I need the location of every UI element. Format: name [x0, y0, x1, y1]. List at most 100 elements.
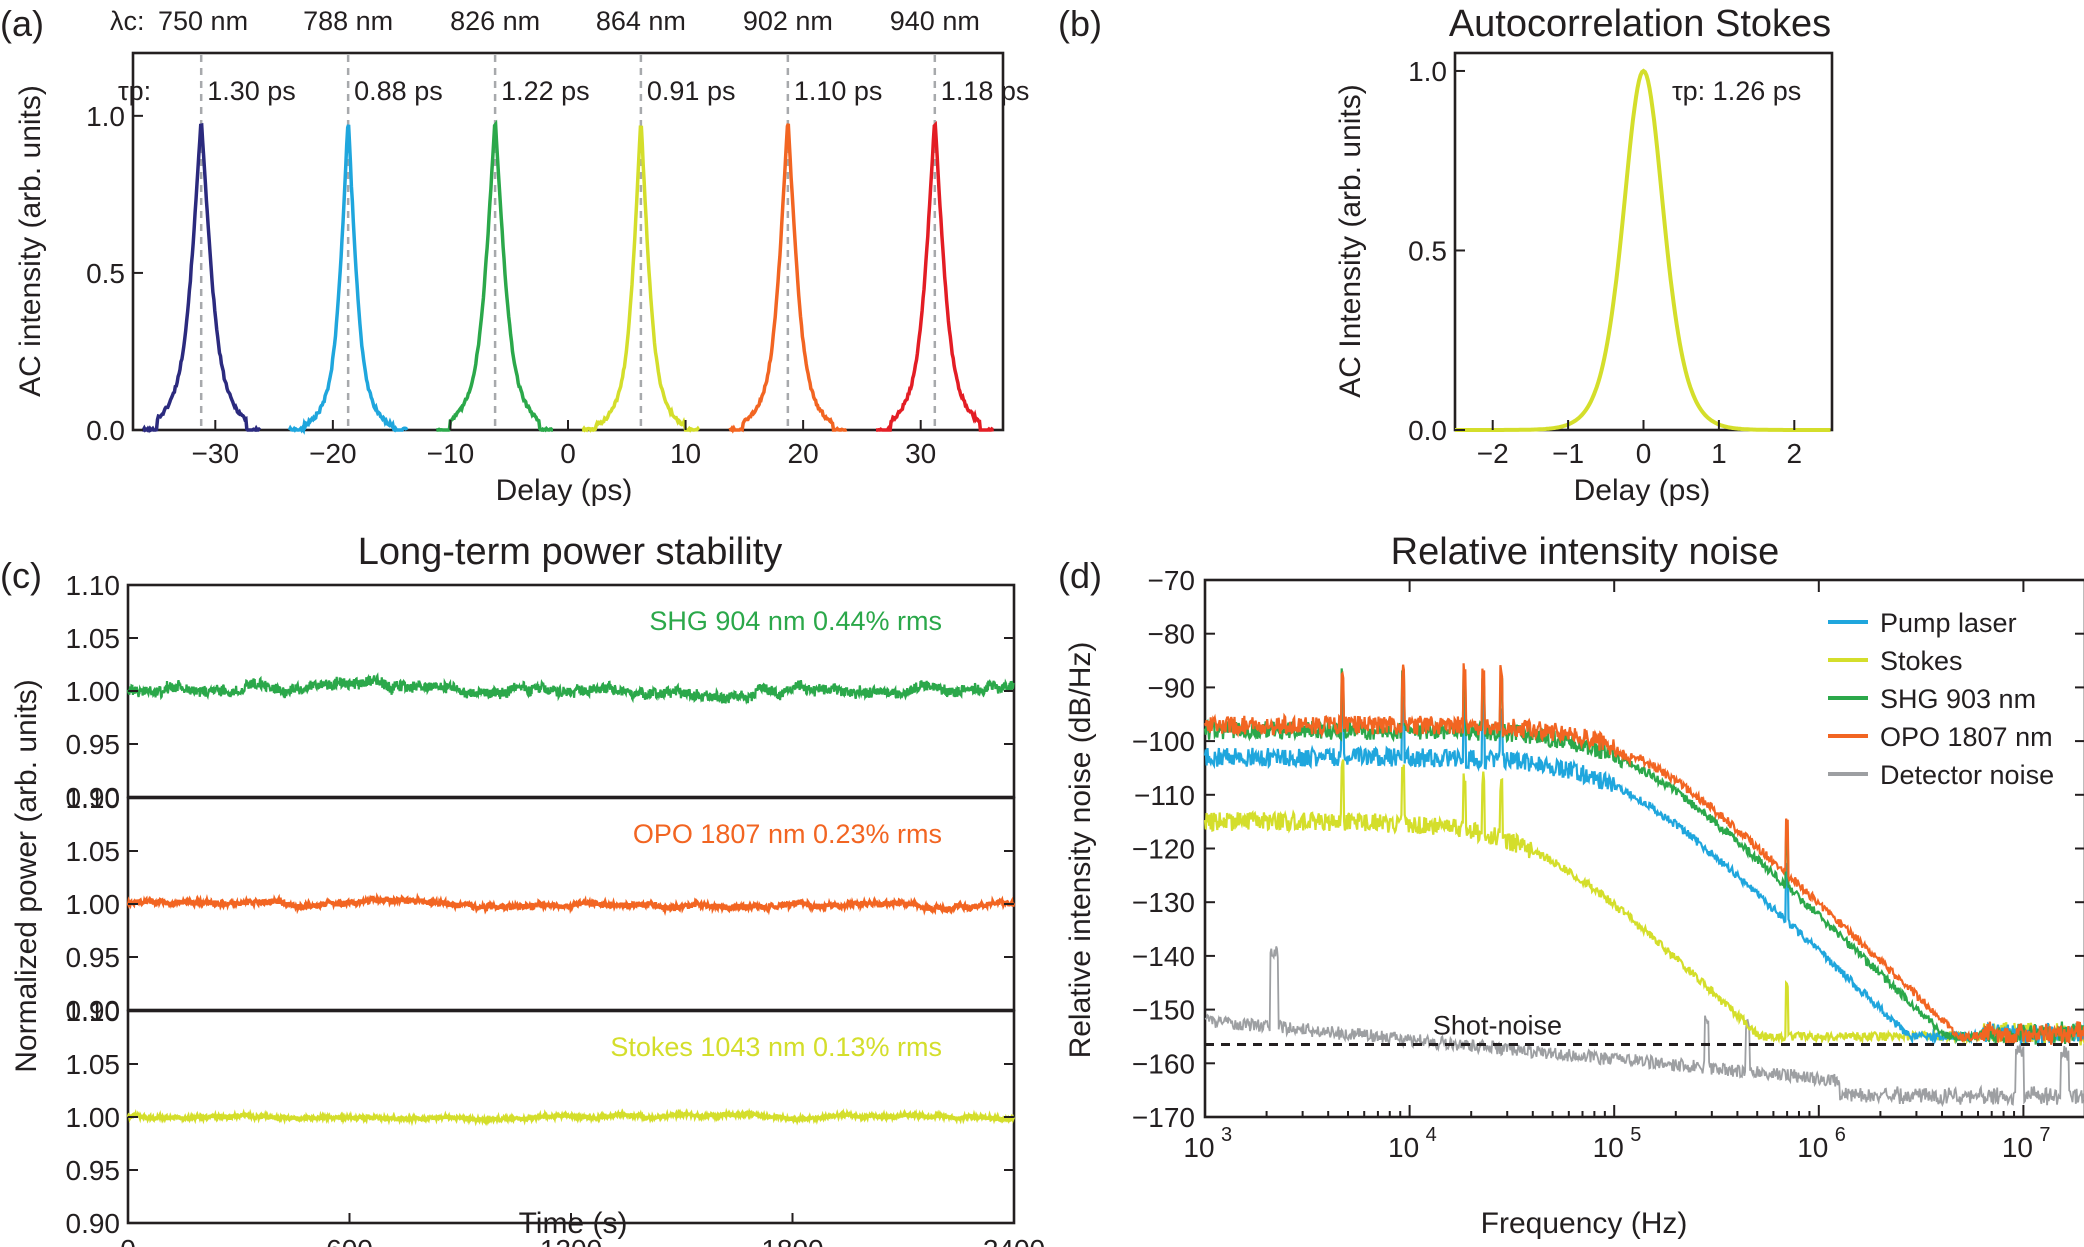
- ac-trace-826-nm: [436, 119, 554, 433]
- ac-trace-750-nm: [141, 122, 262, 434]
- wavelength-label: 864 nm: [596, 6, 686, 36]
- x-tick-label: −20: [309, 438, 357, 469]
- y-tick-label: −110: [1134, 780, 1195, 811]
- wavelength-label: 826 nm: [450, 6, 540, 36]
- panel-d-curves: [1203, 663, 2084, 1108]
- power-trace: [126, 892, 1016, 916]
- rin-trace-detector-noise: [1204, 946, 2084, 1108]
- panel-d: (d) Relative intensity noise Shot-noise …: [1058, 531, 2084, 1240]
- y-tick-label: 0.95: [66, 1155, 121, 1186]
- x-tick-label: −10: [427, 438, 475, 469]
- y-tick-label: 0.90: [66, 782, 121, 813]
- panel-d-title: Relative intensity noise: [1391, 531, 1780, 573]
- stability-label: SHG 904 nm 0.44% rms: [649, 606, 942, 636]
- rin-trace-pump-laser: [1203, 696, 2084, 1048]
- x-tick-label: 10: [2002, 1132, 2033, 1163]
- panel-b-xlabel: Delay (ps): [1574, 474, 1711, 507]
- x-tick-label: 1800: [761, 1234, 823, 1247]
- x-tick-label: 600: [326, 1234, 373, 1247]
- x-tick-label: 0: [1636, 438, 1652, 469]
- panel-a-letter: (a): [0, 3, 44, 44]
- panel-a-curves: [141, 119, 994, 435]
- pulse-duration-label: 1.10 ps: [794, 76, 883, 106]
- panel-b-frame: [1453, 51, 1834, 432]
- wavelength-label: 940 nm: [890, 6, 980, 36]
- y-tick-label: −80: [1148, 619, 1196, 650]
- pulse-duration-label: 1.22 ps: [501, 76, 590, 106]
- x-tick-label: −30: [192, 438, 240, 469]
- y-tick-label: 1.0: [1408, 56, 1447, 87]
- y-tick-label: 1.05: [66, 1049, 121, 1080]
- x-tick-label: 1200: [540, 1234, 602, 1247]
- y-tick-label: 0.90: [66, 995, 121, 1026]
- panel-a-ylabel: AC intensity (arb. units): [14, 85, 47, 397]
- legend-label: OPO 1807 nm: [1880, 722, 2053, 752]
- stability-subplot: Stokes 1043 nm 0.13% rms 0.90 0.95 1.00 1.05…: [66, 996, 1016, 1239]
- x-tick-exponent: 4: [1426, 1124, 1437, 1146]
- ac-trace-902-nm: [728, 123, 848, 434]
- y-tick-label: 0.95: [66, 942, 121, 973]
- panel-b-curves: [1455, 68, 1831, 432]
- x-tick-exponent: 3: [1221, 1124, 1232, 1146]
- panel-b-ylabel: AC Intensity (arb. units): [1334, 84, 1367, 397]
- panel-b-annotation: τp: 1.26 ps: [1672, 76, 1801, 106]
- x-tick-label: 0: [120, 1234, 136, 1247]
- stability-subplot: SHG 904 nm 0.44% rms 0.90 0.95 1.00 1.05 1.10: [66, 570, 1016, 813]
- power-trace: [126, 672, 1015, 705]
- panel-c-ylabel: Normalized power (arb. units): [10, 679, 43, 1072]
- wavelength-label: 788 nm: [303, 6, 393, 36]
- y-tick-label: −70: [1148, 565, 1196, 596]
- y-tick-label: 1.00: [66, 889, 121, 920]
- panel-b-letter: (b): [1058, 3, 1102, 44]
- panel-d-xlabel: Frequency (Hz): [1481, 1207, 1688, 1240]
- panel-a-frame: [131, 51, 1005, 432]
- panel-a-xlabel: Delay (ps): [496, 474, 633, 507]
- legend-label: Pump laser: [1880, 608, 2017, 638]
- x-tick-label: 10: [1593, 1132, 1624, 1163]
- panel-a-peak-labels: 750 nm 1.30 ps 788 nm 0.88 ps 826 nm 1.22 ps 8…: [158, 6, 1029, 106]
- x-tick-label: 30: [905, 438, 936, 469]
- panel-a-guides: [199, 55, 937, 428]
- x-tick-label: 2400: [983, 1234, 1045, 1247]
- panel-b-title: Autocorrelation Stokes: [1449, 3, 1831, 45]
- x-tick-label: 10: [1183, 1132, 1214, 1163]
- panel-d-ylabel: Relative intensity noise (dB/Hz): [1064, 642, 1097, 1059]
- power-trace: [126, 1107, 1016, 1127]
- panel-c-subplots: SHG 904 nm 0.44% rms 0.90 0.95 1.00 1.05 1.10…: [66, 570, 1016, 1239]
- y-tick-label: 0.0: [1408, 415, 1447, 446]
- panel-a-wavelength-prefix: λc:: [110, 6, 145, 36]
- x-tick-exponent: 6: [1835, 1124, 1846, 1146]
- pulse-duration-label: 1.18 ps: [941, 76, 1030, 106]
- panel-a-duration-prefix: τp:: [118, 76, 151, 106]
- y-tick-label: 1.00: [66, 676, 121, 707]
- panel-b-xticks: −2 −1 0 1 2: [1477, 420, 1802, 469]
- x-tick-label: 1: [1711, 438, 1727, 469]
- x-tick-label: −1: [1552, 438, 1584, 469]
- panel-b: (b) Autocorrelation Stokes −2 −1 0 1 2 0.00.…: [1058, 3, 1834, 507]
- shot-noise-label: Shot-noise: [1433, 1011, 1562, 1041]
- legend-label: Detector noise: [1880, 760, 2054, 790]
- x-tick-exponent: 7: [2039, 1124, 2050, 1146]
- y-tick-label: 0.5: [1408, 235, 1447, 266]
- panel-a: (a) −30 −20 −10 0 10 20 30 0.0 0.5 1.0 750 nm 1.3…: [0, 3, 1029, 507]
- y-tick-label: 0.95: [66, 729, 121, 760]
- panel-c-xticks: 0 600 1200 1800 2400: [120, 1213, 1045, 1247]
- panel-d-yticks: −170 −160 −150 −140 −130 −120 −110 −100 −90 −80 −7…: [1132, 565, 2084, 1133]
- pulse-duration-label: 0.88 ps: [354, 76, 443, 106]
- stability-label: Stokes 1043 nm 0.13% rms: [610, 1032, 942, 1062]
- x-tick-label: 0: [560, 438, 576, 469]
- ac-trace-864-nm: [581, 125, 701, 433]
- legend-label: SHG 903 nm: [1880, 684, 2036, 714]
- x-tick-label: 20: [788, 438, 819, 469]
- y-tick-label: 1.05: [66, 623, 121, 654]
- x-tick-label: −2: [1477, 438, 1509, 469]
- x-tick-exponent: 5: [1630, 1124, 1641, 1146]
- y-tick-label: −160: [1132, 1048, 1195, 1079]
- stability-subplot: OPO 1807 nm 0.23% rms 0.90 0.95 1.00 1.05 1.1…: [66, 783, 1016, 1026]
- y-tick-label: −150: [1132, 995, 1195, 1026]
- ac-trace-788-nm: [287, 124, 409, 435]
- y-tick-label: 1.10: [66, 783, 121, 814]
- panel-c: (c) Long-term power stability SHG 904 nm…: [0, 531, 1045, 1247]
- panel-a-yticks: 0.0 0.5 1.0: [86, 101, 143, 446]
